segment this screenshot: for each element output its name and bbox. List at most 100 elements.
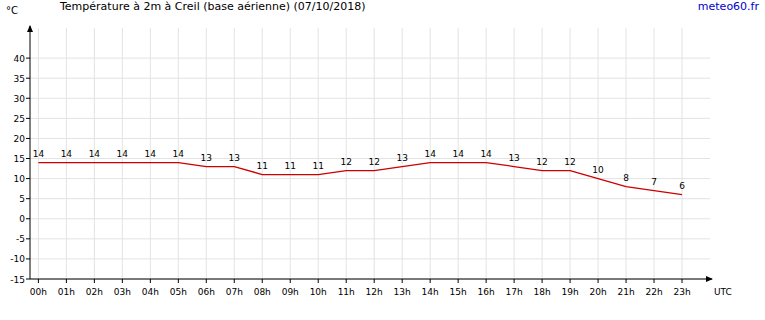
y-tick-label: 35	[14, 74, 25, 84]
y-grid	[30, 118, 710, 119]
y-tick	[26, 218, 30, 219]
y-grid	[30, 218, 710, 219]
x-grid	[374, 28, 375, 279]
x-tick	[346, 279, 347, 283]
data-label: 14	[480, 149, 492, 159]
x-grid	[626, 28, 627, 279]
x-tick-label: 07h	[226, 287, 243, 297]
y-tick	[26, 178, 30, 179]
data-label: 14	[173, 149, 185, 159]
data-label: 14	[145, 149, 157, 159]
x-tick-label: 09h	[282, 287, 299, 297]
x-tick	[290, 279, 291, 283]
title: Température à 2m à Creil (base aérienne)…	[59, 0, 366, 13]
data-label: 14	[33, 149, 45, 159]
y-tick	[26, 158, 30, 159]
data-label: 11	[313, 161, 324, 171]
data-label: 13	[229, 153, 240, 163]
y-tick-label: 10	[14, 174, 26, 184]
x-tick-label: 18h	[534, 287, 551, 297]
x-tick-label: 22h	[645, 287, 662, 297]
x-tick	[94, 279, 95, 283]
x-tick-label: 14h	[422, 287, 439, 297]
y-axis	[30, 26, 31, 279]
data-label: 10	[592, 165, 604, 175]
y-grid	[30, 98, 710, 99]
y-grid	[30, 238, 710, 239]
x-tick	[150, 279, 151, 283]
x-tick-label: 16h	[478, 287, 495, 297]
source: meteo60.fr	[698, 0, 760, 13]
x-tick	[514, 279, 515, 283]
data-label: 14	[89, 149, 101, 159]
x-grid	[318, 28, 319, 279]
x-tick	[486, 279, 487, 283]
y-tick	[26, 138, 30, 139]
y-grid	[30, 78, 710, 79]
x-tick	[542, 279, 543, 283]
y-tick-label: -5	[16, 234, 25, 244]
x-tick-label: 06h	[198, 287, 215, 297]
y-tick-label: 40	[14, 54, 26, 64]
x-tick	[122, 279, 123, 283]
x-grid	[598, 28, 599, 279]
x-tick-label: 08h	[254, 287, 271, 297]
data-label: 12	[340, 157, 351, 167]
x-grid	[654, 28, 655, 279]
y-tick	[26, 198, 30, 199]
x-tick	[654, 279, 655, 283]
x-tick-label: 12h	[366, 287, 383, 297]
data-label: 14	[117, 149, 129, 159]
x-tick	[178, 279, 179, 283]
x-tick-label: 13h	[394, 287, 411, 297]
y-tick	[26, 118, 30, 119]
x-grid	[682, 28, 683, 279]
data-label: 12	[368, 157, 379, 167]
data-label: 8	[623, 173, 629, 183]
x-tick-label: 05h	[170, 287, 187, 297]
x-tick	[430, 279, 431, 283]
y-grid	[30, 138, 710, 139]
y-tick	[26, 279, 30, 280]
data-label: 13	[201, 153, 212, 163]
data-label: 13	[396, 153, 407, 163]
x-grid	[262, 28, 263, 279]
x-tick	[262, 279, 263, 283]
y-tick-label: 25	[14, 114, 25, 124]
plot-area	[38, 163, 682, 195]
x-tick	[38, 279, 39, 283]
x-tick-label: 15h	[450, 287, 467, 297]
y-tick-label: 30	[14, 94, 26, 104]
x-tick	[374, 279, 375, 283]
x-tick-label: 23h	[673, 287, 690, 297]
x-tick-label: 00h	[30, 287, 47, 297]
data-label: 11	[257, 161, 268, 171]
x-grid	[290, 28, 291, 279]
y-tick	[26, 98, 30, 99]
x-arrow	[706, 276, 713, 282]
y-grid	[30, 58, 710, 59]
x-tick-label: 11h	[338, 287, 355, 297]
x-tick	[402, 279, 403, 283]
x-tick	[234, 279, 235, 283]
y-tick-label: 5	[19, 194, 25, 204]
x-grid	[346, 28, 347, 279]
x-label: UTC	[714, 287, 732, 297]
y-tick-label: -15	[10, 275, 25, 285]
y-tick-label: -10	[10, 254, 25, 264]
data-label: 14	[452, 149, 464, 159]
data-label: 12	[536, 157, 547, 167]
x-tick	[626, 279, 627, 283]
y-grid	[30, 198, 710, 199]
data-label: 14	[61, 149, 73, 159]
x-tick-label: 10h	[310, 287, 327, 297]
x-tick-label: 21h	[617, 287, 634, 297]
x-tick	[318, 279, 319, 283]
x-tick	[682, 279, 683, 283]
x-tick	[570, 279, 571, 283]
x-tick-label: 17h	[506, 287, 523, 297]
y-label: °C	[6, 5, 18, 16]
data-label: 7	[651, 177, 657, 187]
x-tick-label: 01h	[58, 287, 75, 297]
y-tick-label: 20	[14, 134, 26, 144]
